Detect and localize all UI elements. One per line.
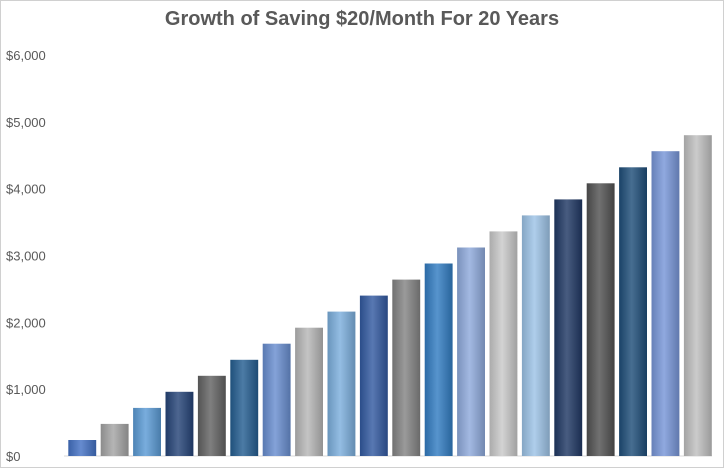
y-tick-label: $1,000	[6, 382, 46, 397]
bar-year-6	[230, 359, 259, 456]
bar-year-12	[424, 263, 453, 456]
bar-year-17	[586, 183, 615, 457]
bar-year-9	[327, 311, 356, 456]
bar-year-3	[133, 407, 161, 456]
bars-group	[68, 135, 712, 457]
bar-year-1	[68, 440, 97, 456]
bar-year-13	[457, 247, 485, 456]
y-axis-ticks: $0 $1,000 $2,000 $3,000 $4,000 $5,000 $6,000	[6, 48, 46, 464]
bar-year-7	[262, 343, 291, 456]
bar-year-2	[100, 423, 129, 456]
y-tick-label: $3,000	[6, 249, 46, 264]
bar-year-4	[165, 391, 194, 456]
y-tick-label: $6,000	[6, 48, 46, 63]
y-tick-label: $4,000	[6, 182, 46, 197]
bar-year-11	[392, 279, 421, 456]
chart-title: Growth of Saving $20/Month For 20 Years	[164, 8, 560, 30]
bar-year-10	[359, 295, 388, 456]
y-tick-label: $0	[6, 449, 20, 464]
bar-year-18	[619, 167, 647, 457]
bar-year-20	[683, 135, 712, 456]
y-tick-label: $5,000	[6, 115, 46, 130]
bar-year-14	[489, 231, 518, 456]
bar-year-5	[197, 375, 226, 456]
bar-year-15	[521, 215, 550, 456]
bar-year-8	[295, 327, 323, 456]
bar-year-19	[651, 151, 680, 456]
y-tick-label: $2,000	[6, 315, 46, 330]
bar-year-16	[554, 199, 583, 456]
